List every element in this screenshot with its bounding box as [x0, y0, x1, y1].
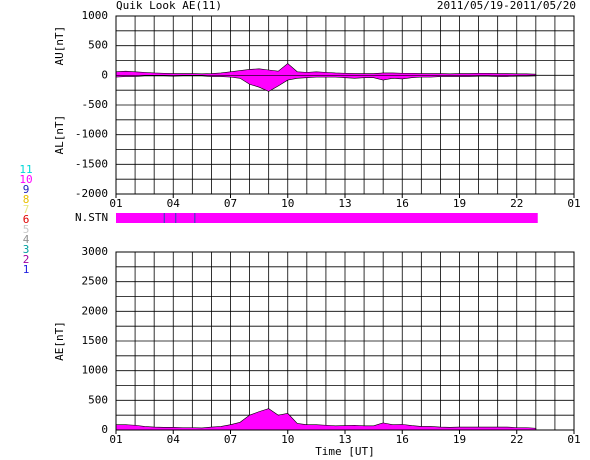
x-tick-label: 01 — [109, 433, 122, 446]
y-tick-label: 2500 — [82, 275, 109, 288]
x-tick-label: 04 — [167, 433, 181, 446]
station-legend: 11 — [19, 163, 32, 176]
y-tick-label: -1000 — [75, 128, 108, 141]
plot-frame — [115, 251, 575, 431]
station-legend: 7 — [23, 203, 30, 216]
y-axis-label: AU[nT] — [53, 26, 66, 66]
y-tick-label: 0 — [101, 423, 108, 436]
station-legend: 1 — [23, 263, 30, 276]
x-tick-label: 07 — [224, 433, 237, 446]
station-legend: 6 — [23, 213, 30, 226]
station-bar — [175, 213, 177, 223]
y-axis-label: AE[nT] — [53, 321, 66, 361]
stations-label: N.STN — [75, 211, 108, 224]
y-tick-label: 500 — [88, 393, 108, 406]
x-tick-label: 13 — [338, 433, 351, 446]
x-tick-label: 16 — [396, 433, 409, 446]
station-legend: 4 — [23, 233, 30, 246]
station-bar — [116, 213, 538, 223]
x-tick-label: 01 — [567, 433, 580, 446]
x-tick-label: 10 — [281, 197, 294, 210]
station-bar — [163, 213, 165, 223]
y-tick-label: -500 — [82, 98, 109, 111]
y-tick-label: 500 — [88, 39, 108, 52]
station-legend: 8 — [23, 193, 30, 206]
station-legend: 5 — [23, 223, 30, 236]
x-tick-label: 10 — [281, 433, 294, 446]
x-tick-label: 19 — [453, 433, 466, 446]
y-tick-label: -1500 — [75, 157, 108, 170]
area — [115, 63, 537, 76]
y-tick-label: -2000 — [75, 187, 108, 200]
station-bar — [194, 213, 196, 223]
station-legend: 9 — [23, 183, 30, 196]
x-tick-label: 22 — [510, 197, 523, 210]
x-tick-label: 01 — [109, 197, 122, 210]
y-tick-label: 1000 — [82, 364, 109, 377]
x-tick-label: 01 — [567, 197, 580, 210]
x-tick-label: 13 — [338, 197, 351, 210]
plot-frame — [115, 15, 575, 195]
x-axis-label: Time [UT] — [315, 445, 375, 458]
station-legend: 10 — [19, 173, 32, 186]
y-tick-label: 0 — [101, 68, 108, 81]
x-tick-label: 19 — [453, 197, 466, 210]
area — [115, 75, 537, 92]
period: 2011/05/19-2011/05/20 — [437, 0, 576, 12]
y-tick-label: 1500 — [82, 334, 109, 347]
chart-title: Quik Look AE(11) — [116, 0, 222, 12]
y-tick-label: 1000 — [82, 9, 109, 22]
x-tick-label: 22 — [510, 433, 523, 446]
x-tick-label: 04 — [167, 197, 181, 210]
station-legend: 2 — [23, 253, 30, 266]
y-axis-label: AL[nT] — [53, 115, 66, 155]
y-tick-label: 3000 — [82, 245, 109, 258]
area — [115, 408, 537, 431]
x-tick-label: 16 — [396, 197, 409, 210]
station-legend: 3 — [23, 243, 30, 256]
y-tick-label: 2000 — [82, 304, 109, 317]
x-tick-label: 07 — [224, 197, 237, 210]
